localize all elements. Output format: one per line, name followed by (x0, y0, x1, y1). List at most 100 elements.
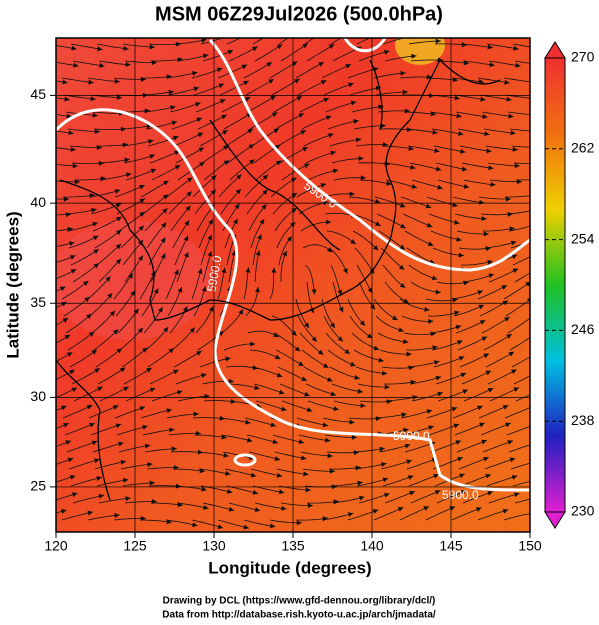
contour-label: 5900.0 (442, 488, 479, 502)
streamline (358, 50, 390, 62)
streamline-arrow (271, 112, 278, 118)
streamline (143, 106, 176, 113)
streamline-arrow (535, 112, 540, 117)
streamline-arrow (311, 289, 317, 295)
streamline (248, 451, 281, 461)
streamline-arrow (163, 327, 169, 333)
streamline (121, 140, 154, 147)
contour-line (343, 38, 387, 53)
streamline-arrow (59, 286, 66, 292)
streamline-arrow (168, 89, 174, 95)
streamline (382, 264, 406, 289)
streamline (401, 315, 434, 322)
streamline-arrow (482, 113, 488, 119)
streamline (408, 40, 441, 45)
streamline-arrow (487, 388, 494, 393)
streamline-arrow (350, 361, 356, 367)
streamline-arrow (386, 399, 392, 405)
streamline-arrow (227, 49, 234, 55)
streamline-arrow (193, 411, 199, 417)
streamline (455, 111, 488, 118)
streamline (379, 349, 412, 355)
streamline-arrow (537, 263, 544, 270)
streamline-arrow (536, 248, 543, 255)
streamline (69, 349, 98, 368)
axes: 120 125 130 135 140 145 150 25 30 35 40 45 (30, 38, 542, 554)
streamline (482, 440, 514, 453)
streamline (295, 517, 328, 521)
streamline (307, 400, 339, 410)
streamline (149, 369, 179, 385)
streamline-arrow (225, 470, 231, 476)
streamline-arrow (166, 408, 172, 414)
streamline (56, 317, 69, 326)
streamline-arrow (115, 423, 122, 429)
streamline-arrow (367, 333, 373, 339)
streamline-arrow (504, 79, 510, 85)
streamline-arrow (281, 505, 287, 511)
y-tick-label: 45 (30, 86, 46, 102)
streamline (432, 247, 464, 256)
streamline (436, 490, 467, 504)
streamline-arrow (247, 128, 253, 134)
streamline-arrow (350, 100, 357, 106)
streamline-arrow (532, 192, 538, 198)
streamline (56, 509, 67, 514)
streamline (321, 512, 354, 521)
streamline (166, 177, 193, 198)
streamline-arrow (380, 123, 386, 129)
streamline (509, 128, 530, 132)
streamline (96, 43, 129, 50)
streamline-arrow (318, 62, 324, 67)
streamline (512, 480, 530, 487)
streamline-arrow (273, 128, 279, 134)
streamline (459, 145, 492, 152)
streamline (92, 442, 124, 453)
streamline-arrow (222, 130, 228, 135)
streamline (141, 91, 174, 96)
streamline (407, 145, 440, 152)
streamline-arrow (250, 28, 257, 35)
streamline-arrow (62, 79, 68, 85)
streamline-arrow (225, 356, 231, 362)
streamline (433, 356, 465, 368)
colorbar-tick-label: 238 (571, 412, 595, 428)
coastline (369, 59, 501, 131)
y-tick-label: 40 (30, 194, 46, 210)
streamline-arrow (431, 275, 438, 281)
streamline (90, 203, 122, 215)
streamline-arrow (456, 236, 462, 242)
streamline (149, 150, 180, 164)
streamline (405, 346, 438, 351)
streamline (87, 514, 120, 521)
streamline (172, 220, 190, 249)
streamline (506, 426, 530, 436)
streamline-arrow (537, 367, 544, 374)
streamline-arrow (426, 409, 432, 415)
streamline-arrow (160, 253, 166, 259)
streamline (324, 434, 357, 438)
streamline (462, 491, 494, 504)
streamline-arrow (488, 273, 494, 279)
streamline (56, 97, 70, 101)
streamline-arrow (238, 309, 244, 315)
streamline (352, 230, 379, 251)
streamline (72, 494, 105, 504)
streamline (175, 373, 207, 385)
streamline-arrow (506, 334, 512, 339)
streamline-arrow (63, 196, 69, 202)
streamline-arrow (502, 405, 509, 410)
streamline-arrow (174, 165, 181, 170)
streamline-arrow (271, 267, 277, 273)
streamline (87, 276, 111, 300)
streamline (452, 405, 483, 419)
x-tick-label: 130 (202, 538, 226, 554)
streamline-arrow (119, 367, 126, 373)
streamline (479, 94, 512, 101)
streamline (193, 83, 225, 96)
streamline-arrow (454, 310, 460, 316)
streamline-arrow (374, 198, 381, 204)
streamline (88, 189, 121, 198)
streamline-arrow (139, 211, 145, 217)
